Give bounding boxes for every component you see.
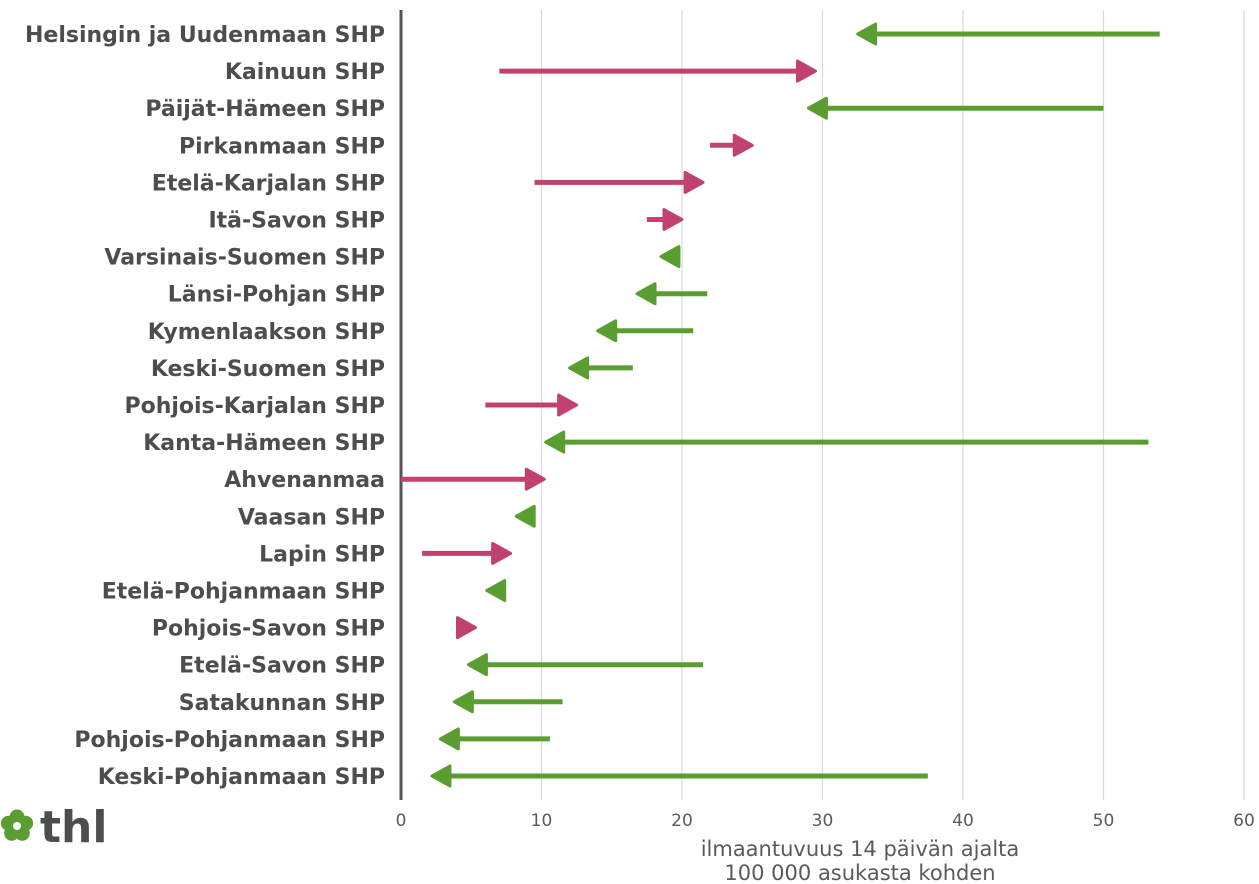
category-label: Varsinais-Suomen SHP: [104, 246, 385, 271]
arrow-mark: [635, 282, 708, 306]
arrow-mark: [401, 467, 546, 491]
arrow-mark: [646, 208, 684, 231]
arrow-mark: [452, 690, 563, 714]
thl-logo: thl: [0, 802, 107, 853]
arrow-head: [524, 467, 546, 491]
arrow-mark: [568, 356, 633, 380]
x-tick-label: 50: [1093, 811, 1115, 831]
x-tick-label: 10: [531, 811, 553, 831]
arrow-mark: [659, 245, 681, 269]
category-label: Satakunnan SHP: [179, 691, 385, 716]
arrow-head: [662, 208, 684, 231]
grid-lines: [540, 10, 1245, 800]
arrow-mark: [499, 59, 817, 83]
arrow-head: [452, 690, 474, 714]
arrow-series: [401, 22, 1160, 788]
arrow-head: [732, 133, 754, 157]
x-axis-title-line2: 100 000 asukasta kohden: [724, 861, 995, 884]
category-labels: Helsingin ja Uudenmaan SHP Kainuun SHP Päi…: [25, 23, 385, 790]
arrow-head: [430, 764, 452, 788]
arrow-head: [514, 504, 536, 528]
category-label: Helsingin ja Uudenmaan SHP: [25, 23, 385, 48]
x-tick-label: 30: [812, 811, 834, 831]
category-label: Pohjois-Karjalan SHP: [124, 394, 385, 419]
x-tick-labels: 0 10 20 30 40 50 60: [396, 811, 1255, 831]
arrow-mark: [710, 133, 754, 157]
x-tick-label: 40: [952, 811, 974, 831]
arrow-mark: [514, 504, 536, 528]
thl-flower-icon: [0, 809, 34, 841]
arrow-mark: [466, 653, 704, 677]
category-label: Kainuun SHP: [225, 60, 385, 85]
arrow-head: [557, 393, 579, 417]
thl-logo-text: thl: [40, 802, 107, 853]
category-label: Keski-Suomen SHP: [151, 357, 385, 382]
category-label: Kymenlaakson SHP: [148, 320, 385, 345]
arrow-head: [485, 579, 507, 602]
arrow-mark: [806, 96, 1104, 120]
category-label: Kanta-Hämeen SHP: [143, 431, 385, 456]
x-tick-label: 60: [1233, 811, 1255, 831]
arrow-head: [806, 96, 828, 120]
category-label: Länsi-Pohjan SHP: [168, 283, 385, 308]
arrow-mark: [485, 393, 579, 417]
arrow-head: [568, 356, 590, 380]
category-label: Pohjois-Pohjanmaan SHP: [74, 728, 385, 753]
arrow-mark: [544, 430, 1149, 454]
category-label: Lapin SHP: [259, 542, 385, 567]
arrow-head: [455, 616, 477, 640]
arrow-head: [856, 22, 878, 46]
category-label: Pirkanmaan SHP: [179, 134, 385, 159]
arrow-head: [683, 170, 705, 194]
x-tick-label: 0: [396, 811, 407, 831]
arrow-mark: [534, 170, 705, 194]
category-label: Keski-Pohjanmaan SHP: [98, 765, 385, 790]
category-label: Vaasan SHP: [238, 505, 385, 530]
arrow-head: [795, 59, 817, 83]
arrow-head: [491, 541, 513, 565]
arrow-mark: [596, 319, 694, 343]
x-tick-label: 20: [671, 811, 693, 831]
arrow-head: [466, 653, 488, 677]
category-label: Itä-Savon SHP: [208, 209, 385, 234]
category-label: Etelä-Pohjanmaan SHP: [102, 580, 385, 605]
arrow-mark: [430, 764, 928, 788]
category-label: Ahvenanmaa: [224, 468, 385, 493]
arrow-mark: [485, 579, 507, 602]
category-label: Etelä-Savon SHP: [179, 654, 385, 679]
x-axis-title-line1: ilmaantuvuus 14 päivän ajalta: [701, 837, 1020, 861]
category-label: Pohjois-Savon SHP: [152, 617, 385, 642]
arrow-mark: [856, 22, 1160, 46]
arrow-mark: [455, 616, 477, 640]
arrow-mark: [438, 727, 550, 751]
category-label: Päijät-Hämeen SHP: [145, 97, 385, 122]
arrow-head: [438, 727, 460, 751]
arrow-head: [544, 430, 566, 454]
arrow-head: [596, 319, 618, 343]
arrow-head: [635, 282, 657, 306]
arrow-mark: [422, 541, 513, 565]
arrow-head: [659, 245, 681, 269]
category-label: Etelä-Karjalan SHP: [152, 171, 385, 196]
